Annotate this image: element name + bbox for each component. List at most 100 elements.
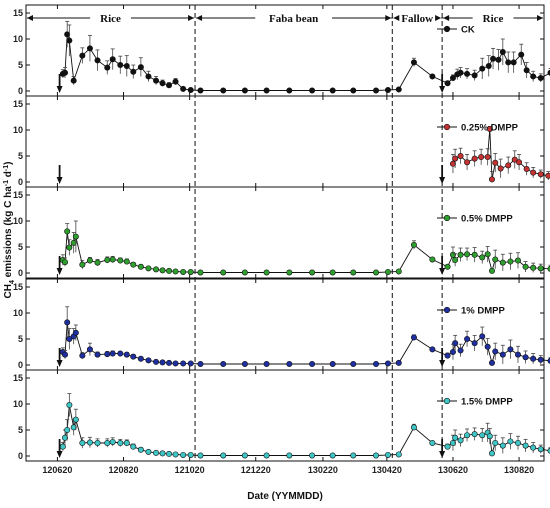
data-point: [66, 244, 73, 251]
data-point: [490, 55, 497, 62]
y-tick-label: 0: [18, 86, 23, 96]
data-point: [395, 86, 402, 93]
data-point: [94, 259, 101, 266]
data-point: [153, 358, 160, 365]
data-point: [537, 75, 544, 82]
data-point: [522, 354, 529, 361]
data-point: [329, 452, 336, 459]
data-point: [479, 333, 486, 340]
data-point: [479, 254, 486, 261]
data-point: [373, 360, 380, 367]
y-tick-label: 10: [13, 34, 23, 44]
data-point: [507, 438, 514, 445]
data-point: [187, 360, 194, 367]
x-tick-label: 120820: [109, 465, 139, 475]
data-point: [373, 87, 380, 94]
data-point: [479, 65, 486, 72]
data-point: [145, 448, 152, 455]
data-point: [530, 444, 537, 451]
data-point: [166, 267, 173, 274]
treatment-arrow-head: [56, 360, 63, 367]
data-point: [384, 86, 391, 93]
data-point: [104, 64, 111, 71]
data-point: [286, 452, 293, 459]
data-point: [130, 261, 137, 268]
data-point: [522, 263, 529, 270]
data-point: [488, 359, 495, 366]
data-point: [86, 346, 93, 353]
period-label: Fallow: [401, 13, 433, 25]
x-tick-label: 130820: [504, 465, 534, 475]
period-1: Rice: [27, 13, 195, 25]
data-point: [104, 256, 111, 263]
x-tick-label: 130220: [308, 465, 338, 475]
data-point: [516, 159, 523, 166]
data-point: [537, 446, 544, 453]
y-tick-label: 10: [13, 308, 23, 318]
x-tick-label: 130420: [372, 465, 402, 475]
y-axis-title-part: CH: [3, 284, 14, 298]
data-point: [429, 439, 436, 446]
period-arrow-head: [188, 15, 195, 21]
data-point: [180, 360, 187, 367]
data-point: [547, 265, 550, 272]
data-point: [309, 452, 316, 459]
data-point: [507, 258, 514, 265]
data-point: [172, 360, 179, 367]
data-point: [495, 56, 502, 63]
data-point: [523, 166, 530, 173]
data-point: [72, 329, 79, 336]
data-point: [263, 360, 270, 367]
data-point: [484, 251, 491, 258]
data-point: [241, 360, 248, 367]
data-point: [395, 268, 402, 275]
data-point: [130, 68, 137, 75]
x-tick-label: 121220: [241, 465, 271, 475]
data-point: [471, 155, 478, 162]
data-point: [384, 268, 391, 275]
y-tick-label: 0: [18, 451, 23, 461]
data-point: [94, 57, 101, 64]
data-point: [457, 251, 464, 258]
data-point: [452, 340, 459, 347]
y-tick-label: 0: [18, 268, 23, 278]
data-point: [64, 228, 71, 235]
data-point: [507, 346, 514, 353]
data-point: [499, 259, 506, 266]
data-point: [471, 251, 478, 258]
legend-label: CK: [461, 25, 475, 36]
data-point: [109, 438, 116, 445]
data-point: [197, 87, 204, 94]
data-point: [505, 59, 512, 66]
y-tick-label: 15: [13, 373, 23, 383]
data-point: [172, 268, 179, 275]
data-point: [410, 334, 417, 341]
data-point: [62, 259, 69, 266]
y-tick-label: 15: [13, 8, 23, 18]
data-point: [123, 439, 130, 446]
data-point: [449, 160, 456, 167]
data-point: [241, 452, 248, 459]
y-axis-title-part: -1: [3, 180, 10, 186]
data-point: [514, 439, 521, 446]
data-point: [530, 169, 537, 176]
data-point: [145, 265, 152, 272]
data-point: [488, 176, 495, 183]
data-point: [220, 269, 227, 276]
data-point: [153, 77, 160, 84]
legend-label: 1.5% DMPP: [461, 397, 513, 408]
data-point: [530, 264, 537, 271]
data-point: [309, 87, 316, 94]
data-point: [444, 352, 451, 359]
data-point: [159, 80, 166, 87]
data-point: [241, 87, 248, 94]
y-axis-title-part: -1: [3, 165, 10, 171]
data-point: [329, 269, 336, 276]
data-point: [172, 451, 179, 458]
panel-1: 0 5 10 15 CK: [13, 4, 550, 97]
y-tick-label: 5: [18, 151, 23, 161]
data-point: [395, 451, 402, 458]
data-point: [488, 450, 495, 457]
data-point: [350, 360, 357, 367]
data-point: [457, 437, 464, 444]
